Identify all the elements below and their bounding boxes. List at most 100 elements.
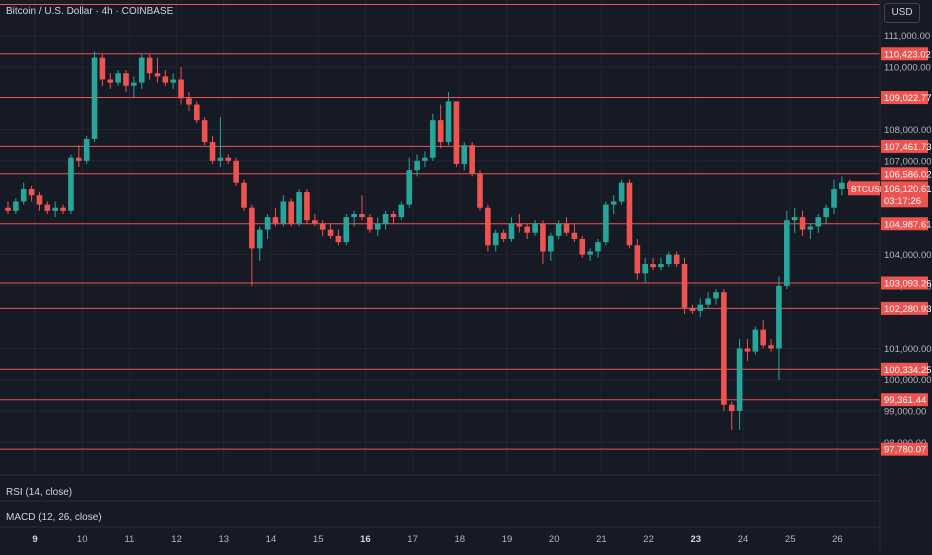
candle-body — [469, 145, 475, 174]
macd-indicator-label[interactable]: MACD (12, 26, close) — [6, 512, 102, 523]
time-tick-label: 25 — [785, 534, 796, 545]
time-tick-label: 19 — [502, 534, 513, 545]
time-tick-label: 17 — [407, 534, 418, 545]
candle-body — [178, 79, 184, 99]
candle-body — [123, 73, 129, 86]
level-price-label: 102,280.93 — [884, 304, 932, 315]
candle-body — [548, 235, 554, 252]
rsi-indicator-label[interactable]: RSI (14, close) — [6, 487, 73, 498]
price-axis-background — [880, 0, 932, 550]
candle-body — [540, 223, 546, 252]
candle-body — [359, 213, 365, 218]
price-tick-label: 110,000.00 — [884, 63, 931, 74]
candle-body — [524, 226, 530, 233]
candle-body — [721, 292, 727, 405]
candle-body — [233, 160, 239, 183]
candle-body — [414, 160, 420, 171]
candle-body — [776, 285, 782, 349]
candle-body — [461, 145, 468, 164]
candle-body — [5, 207, 11, 211]
candle-body — [784, 220, 790, 286]
candle-body — [312, 220, 318, 224]
level-price-badge — [881, 362, 928, 376]
price-tick-label: 104,000.00 — [884, 250, 932, 261]
time-axis[interactable]: 9 10 11 12 13 14 15 16 17 18 19 20 21 22 23 24 25 26 — [32, 534, 842, 545]
candle-body — [634, 245, 641, 274]
level-price-badge — [881, 47, 928, 61]
candle-body — [689, 307, 696, 311]
level-price-label: 104,987.61 — [884, 219, 932, 230]
candle-body — [146, 57, 153, 74]
time-tick-label: 9 — [32, 534, 37, 545]
symbol-label: BTCUSD — [851, 184, 886, 194]
candle-body — [91, 57, 98, 139]
candle-body — [83, 138, 90, 161]
candle-body — [453, 101, 460, 164]
candle-body — [68, 157, 74, 211]
candle-body — [768, 345, 774, 349]
horizontal-levels[interactable] — [0, 3, 880, 450]
chart-title[interactable]: Bitcoin / U.S. Dollar · 4h · COINBASE — [6, 6, 174, 17]
candle-body — [131, 82, 137, 86]
candle-body — [367, 217, 373, 230]
price-axis[interactable]: 98,000.0099,000.00100,000.00101,000.0010… — [848, 31, 932, 456]
candle-body — [831, 188, 837, 208]
candle-body — [28, 188, 35, 196]
candle-body — [610, 201, 617, 205]
candle-body — [603, 204, 609, 243]
candle-body — [445, 101, 452, 143]
candle-body — [296, 192, 302, 224]
candle-body — [571, 232, 578, 239]
level-price-badge — [881, 91, 928, 105]
time-tick-label: 20 — [549, 534, 560, 545]
level-price-badge — [881, 217, 928, 231]
candle-body — [76, 157, 82, 161]
current-price-label: 106,120.61 — [884, 184, 932, 195]
candle-body — [532, 223, 538, 233]
candle-body — [579, 239, 586, 255]
candle-body — [563, 223, 570, 233]
candle-body — [20, 188, 27, 202]
level-price-label: 100,334.25 — [884, 365, 932, 376]
time-tick-label: 13 — [219, 534, 230, 545]
symbol-badge — [848, 181, 880, 196]
time-tick-label: 24 — [738, 534, 749, 545]
candle-body — [264, 217, 271, 230]
candle-body — [618, 182, 625, 202]
candle-body — [477, 173, 483, 208]
time-tick-label: 16 — [360, 534, 371, 545]
time-tick-label: 23 — [691, 534, 702, 545]
price-tick-label: 100,000.00 — [884, 375, 932, 386]
candle-body — [736, 348, 743, 411]
candle-body — [374, 223, 381, 230]
candle-body — [249, 207, 255, 249]
time-tick-label: 10 — [77, 534, 88, 545]
candle-body — [595, 242, 601, 252]
candle-body — [154, 73, 161, 77]
current-price-badge — [881, 181, 928, 208]
candle-body — [705, 298, 711, 305]
time-tick-label: 15 — [313, 534, 324, 545]
level-price-badge — [881, 139, 928, 153]
candle-body — [422, 157, 428, 161]
level-price-label: 97,780.07 — [884, 445, 926, 456]
time-tick-label: 22 — [643, 534, 654, 545]
candle-body — [351, 213, 357, 218]
candle-body — [555, 223, 562, 236]
candle-body — [60, 207, 66, 211]
candle-body — [681, 264, 688, 308]
time-tick-label: 21 — [596, 534, 607, 545]
candle-body — [430, 120, 436, 158]
candle-body — [107, 79, 114, 83]
candle-body — [815, 217, 822, 227]
candle-body — [642, 264, 648, 274]
currency-button[interactable]: USD — [884, 3, 920, 23]
level-price-badge — [881, 393, 928, 407]
candles — [5, 51, 853, 430]
candle-body — [752, 329, 759, 352]
candle-body — [390, 213, 397, 218]
level-price-badge — [881, 167, 928, 181]
